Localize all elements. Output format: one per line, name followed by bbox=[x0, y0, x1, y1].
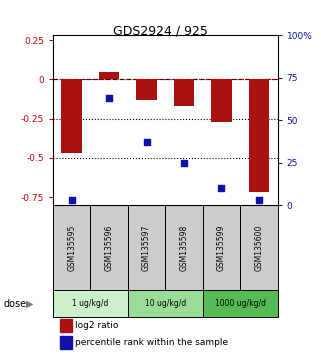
Text: GSM135595: GSM135595 bbox=[67, 224, 76, 271]
Point bbox=[181, 160, 187, 165]
Text: dose: dose bbox=[3, 298, 26, 308]
Point bbox=[256, 197, 262, 203]
Bar bbox=[60, 336, 72, 349]
Bar bbox=[91, 205, 128, 290]
Bar bbox=[240, 205, 278, 290]
Text: percentile rank within the sample: percentile rank within the sample bbox=[75, 338, 229, 347]
Point bbox=[219, 185, 224, 191]
Bar bbox=[211, 79, 232, 122]
Text: GSM135596: GSM135596 bbox=[105, 224, 114, 271]
Text: 10 ug/kg/d: 10 ug/kg/d bbox=[145, 299, 186, 308]
Bar bbox=[99, 72, 119, 79]
Text: ▶: ▶ bbox=[26, 298, 34, 308]
Bar bbox=[136, 79, 157, 100]
Text: GSM135598: GSM135598 bbox=[179, 224, 188, 270]
Point bbox=[107, 95, 112, 101]
Text: GSM135599: GSM135599 bbox=[217, 224, 226, 271]
Text: 1 ug/kg/d: 1 ug/kg/d bbox=[72, 299, 108, 308]
Bar bbox=[203, 205, 240, 290]
Bar bbox=[203, 290, 278, 317]
Bar bbox=[174, 79, 194, 106]
Bar bbox=[61, 79, 82, 153]
Bar bbox=[249, 79, 269, 193]
Text: GDS2924 / 925: GDS2924 / 925 bbox=[113, 25, 208, 38]
Text: log2 ratio: log2 ratio bbox=[75, 321, 119, 330]
Bar bbox=[165, 205, 203, 290]
Text: 1000 ug/kg/d: 1000 ug/kg/d bbox=[215, 299, 266, 308]
Bar bbox=[60, 319, 72, 332]
Bar bbox=[128, 290, 203, 317]
Bar bbox=[128, 205, 165, 290]
Point bbox=[69, 197, 74, 203]
Bar bbox=[53, 205, 91, 290]
Point bbox=[144, 139, 149, 145]
Text: GSM135597: GSM135597 bbox=[142, 224, 151, 271]
Bar bbox=[53, 290, 128, 317]
Text: GSM135600: GSM135600 bbox=[255, 224, 264, 271]
